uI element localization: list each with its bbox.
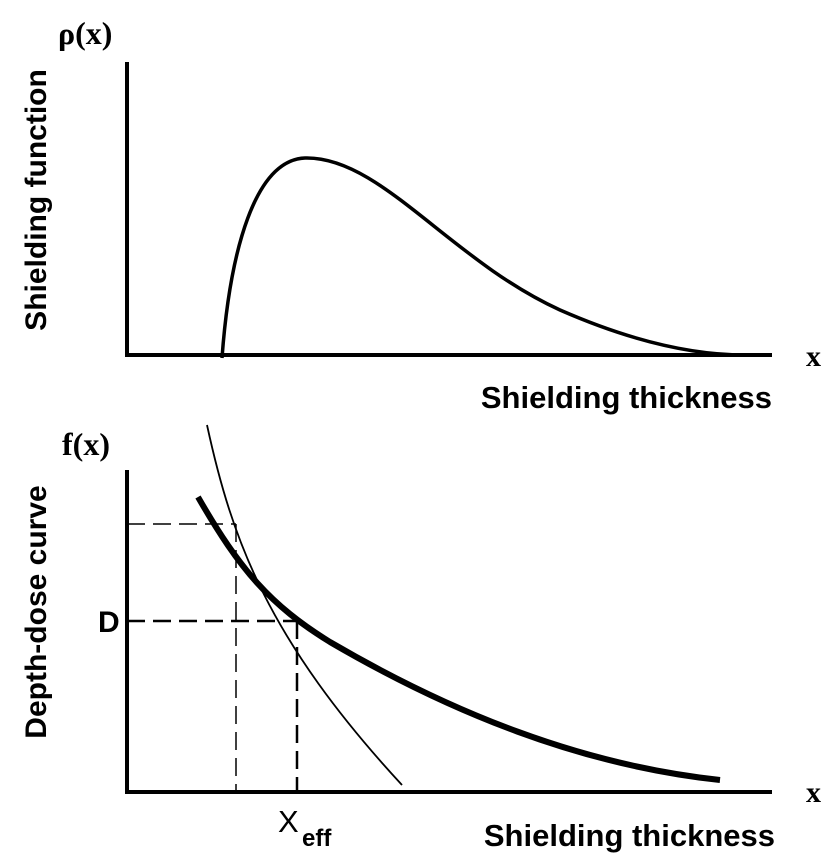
x-marker-subscript: eff xyxy=(302,825,332,852)
x-marker-label: X xyxy=(278,804,299,839)
y-axis-title: Shielding function xyxy=(20,69,53,331)
depth-dose-curve xyxy=(195,495,721,783)
x-symbol: x xyxy=(806,340,821,373)
shielding-function-curve xyxy=(220,156,746,359)
bottom-panel: f(x) Depth-dose curve D x X eff Shieldin… xyxy=(20,424,821,853)
x-symbol: x xyxy=(806,776,821,809)
top-panel: ρ(x) Shielding function x Shielding thic… xyxy=(20,15,821,415)
y-axis-title: Depth-dose curve xyxy=(20,485,53,738)
marker-label: D xyxy=(98,606,120,639)
x-axis-title: Shielding thickness xyxy=(484,818,775,853)
y-symbol: ρ(x) xyxy=(58,15,112,51)
x-axis-title: Shielding thickness xyxy=(481,380,772,415)
y-symbol: f(x) xyxy=(62,426,110,462)
